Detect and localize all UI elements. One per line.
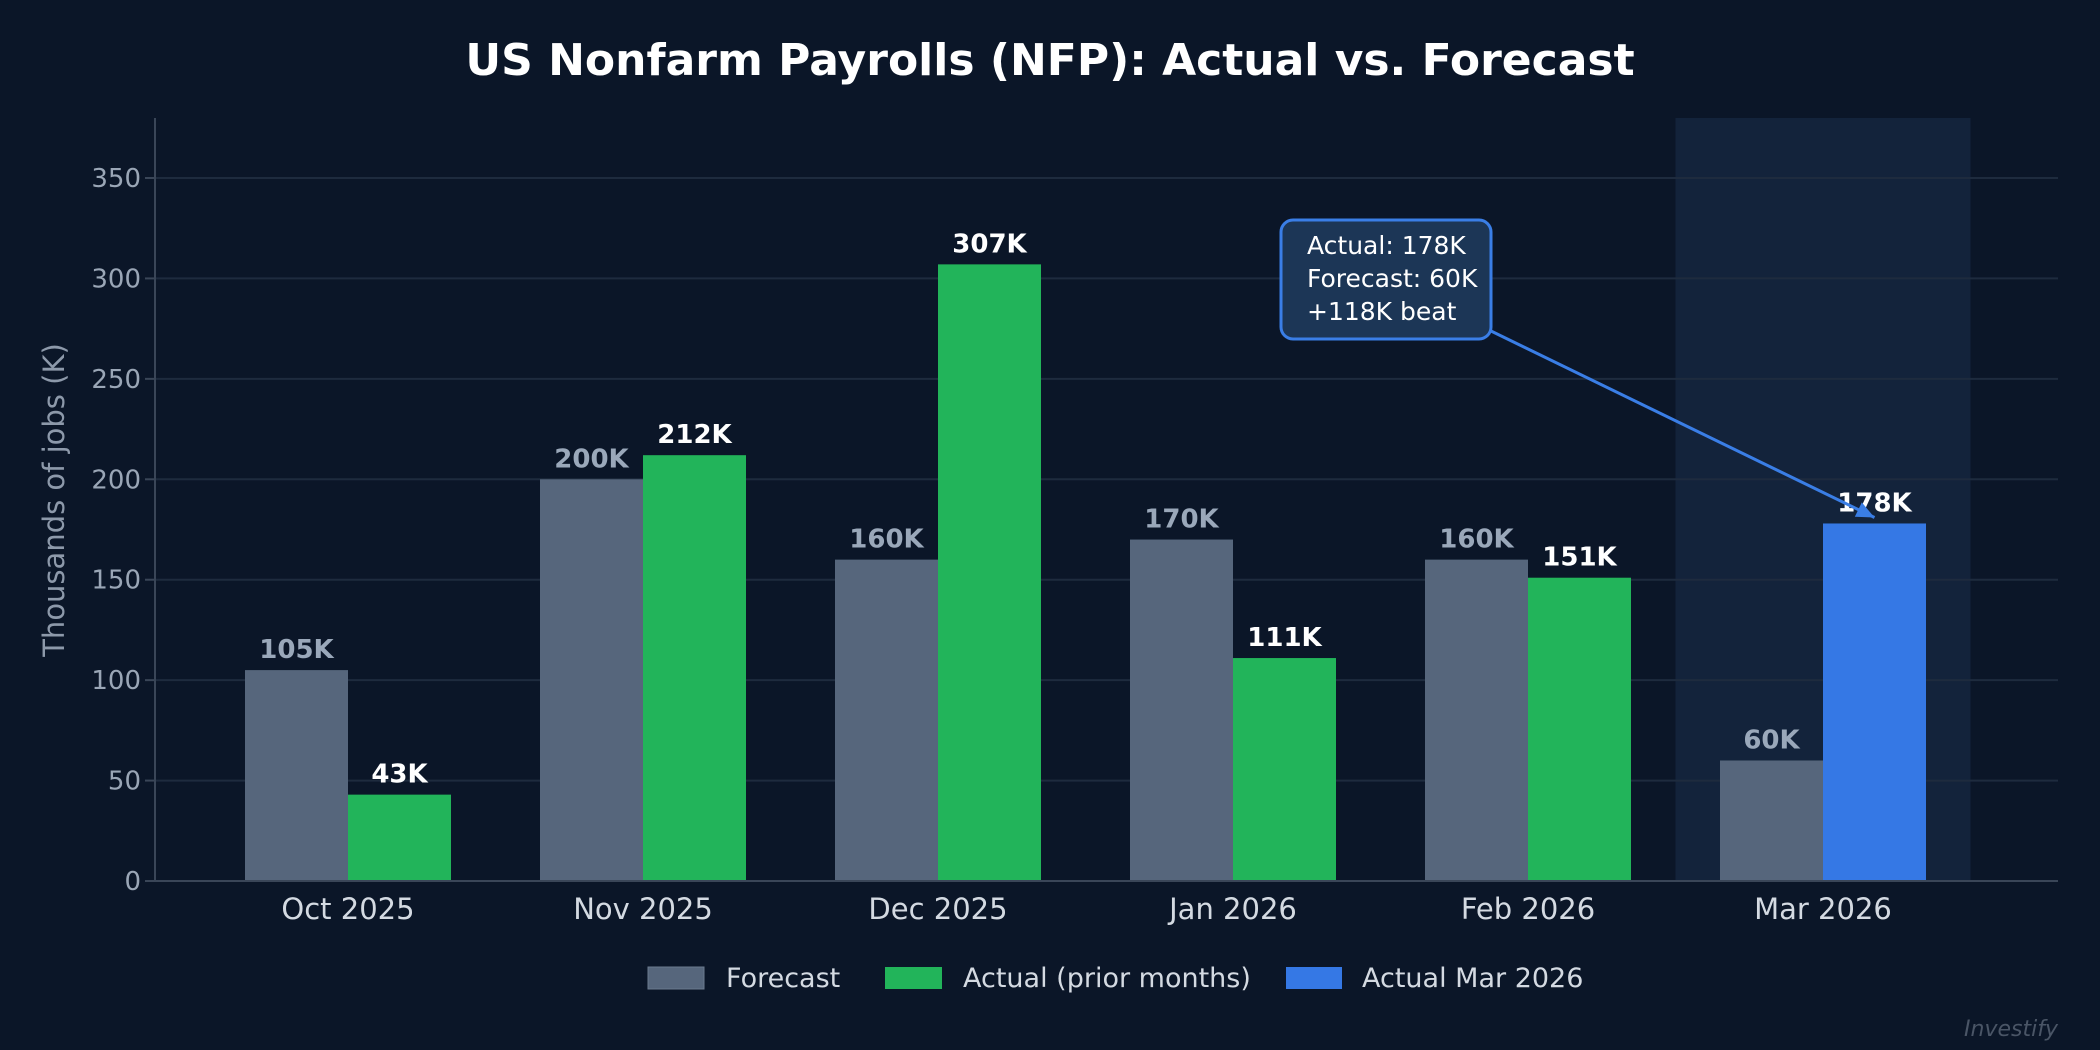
annotation-line-3: +118K beat [1307, 297, 1457, 326]
x-tick-label: Mar 2026 [1754, 892, 1892, 926]
forecast-bar [245, 670, 348, 881]
forecast-data-label: 105K [259, 635, 334, 665]
actual-bar [938, 264, 1041, 882]
forecast-data-label: 160K [849, 525, 924, 555]
actual-data-label: 111K [1247, 623, 1322, 653]
chart-title: US Nonfarm Payrolls (NFP): Actual vs. Fo… [465, 35, 1634, 86]
annotation-line-2: Forecast: 60K [1307, 264, 1478, 293]
actual-bar [1233, 658, 1336, 881]
forecast-bar [1720, 760, 1823, 881]
legend-label-forecast: Forecast [726, 963, 840, 994]
y-tick-label: 50 [108, 767, 141, 797]
actual-data-label: 178K [1837, 488, 1912, 518]
forecast-data-label: 160K [1439, 525, 1514, 555]
y-tick-label: 300 [91, 264, 141, 294]
y-tick-label: 0 [124, 867, 141, 897]
annotation-line-1: Actual: 178K [1307, 231, 1466, 260]
actual-data-label: 307K [952, 229, 1027, 259]
actual-bar [1528, 577, 1631, 881]
arrowhead-icon [1854, 502, 1875, 518]
y-tick-label: 100 [91, 666, 141, 696]
data-labels: Oct 2025 105K 43K Nov 2025 200K 212K Dec 2025 1… [259, 229, 1912, 926]
actual-bar [1823, 523, 1926, 881]
actual-data-label: 151K [1542, 543, 1617, 573]
x-tick-label: Dec 2025 [868, 892, 1007, 926]
actual-bar [643, 455, 746, 881]
legend-swatch-actual-prior [885, 967, 942, 989]
forecast-bar [1130, 539, 1233, 881]
y-tick-label: 350 [91, 164, 141, 194]
legend-label-actual-mar: Actual Mar 2026 [1362, 963, 1583, 994]
legend-label-actual-prior: Actual (prior months) [963, 963, 1251, 994]
y-tick-label: 200 [91, 465, 141, 495]
forecast-data-label: 200K [554, 444, 629, 474]
x-tick-label: Feb 2026 [1461, 892, 1595, 926]
forecast-data-label: 60K [1743, 725, 1800, 755]
forecast-bar [835, 559, 938, 881]
forecast-data-label: 170K [1144, 505, 1219, 535]
forecast-bar [540, 479, 643, 881]
gridlines: 0 50 100 150 200 250 300 350 [91, 164, 2058, 897]
actual-data-label: 212K [657, 420, 732, 450]
legend: Forecast Actual (prior months) Actual Ma… [647, 963, 1583, 994]
y-tick-label: 250 [91, 365, 141, 395]
annotation-arrow [1490, 329, 1876, 519]
bars [245, 264, 1926, 882]
annotation: Actual: 178K Forecast: 60K +118K beat [1279, 218, 1876, 519]
actual-bar [348, 794, 451, 881]
watermark: Investify [1964, 1017, 2059, 1042]
forecast-bar [1425, 559, 1528, 881]
x-tick-label: Nov 2025 [573, 892, 713, 926]
y-tick-label: 150 [91, 566, 141, 596]
annotation-box [1279, 218, 1493, 341]
x-tick-label: Jan 2026 [1167, 892, 1297, 926]
actual-data-label: 43K [371, 760, 428, 790]
y-axis-label: Thousands of jobs (K) [37, 343, 71, 658]
legend-swatch-actual-mar [1286, 967, 1342, 989]
legend-swatch-forecast [647, 966, 705, 990]
x-tick-label: Oct 2025 [281, 892, 414, 926]
